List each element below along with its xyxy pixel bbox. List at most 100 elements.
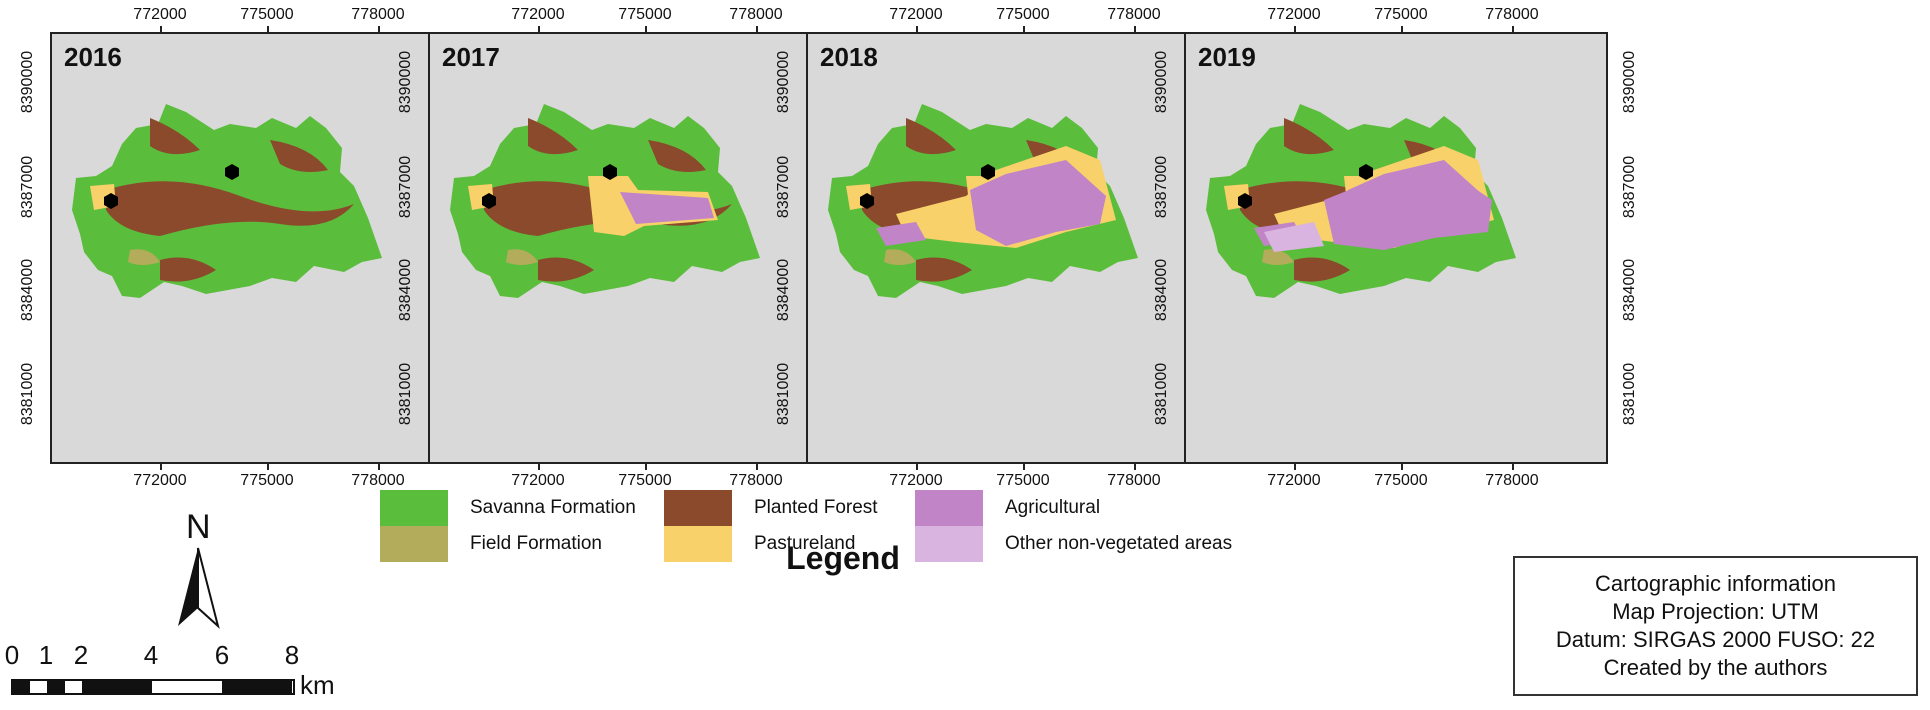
north-label: N xyxy=(186,508,211,546)
x-tick-mark xyxy=(1294,464,1296,470)
y-tick-label-right: 8384000 xyxy=(1621,258,1638,322)
x-tick-mark xyxy=(267,26,269,32)
scale-label-1: 1 xyxy=(38,640,54,670)
carto-line-title: Cartographic information xyxy=(1595,571,1836,596)
field-formation-area xyxy=(506,249,538,265)
x-tick-label-top: 775000 xyxy=(240,6,294,23)
location-marker-icon xyxy=(603,164,617,180)
y-tick-label-left: 8381000 xyxy=(19,362,36,426)
scale-label-4: 4 xyxy=(143,640,159,670)
year-label: 2016 xyxy=(64,42,122,72)
y-tick-label-left: 8390000 xyxy=(397,50,414,114)
x-tick-label-bottom: 778000 xyxy=(729,472,783,489)
map-panel-2018: 2018 772000 772000 775000 775000 778000 778000… xyxy=(766,0,1236,500)
x-tick-label-bottom: 772000 xyxy=(133,472,187,489)
x-tick-label-bottom: 775000 xyxy=(1374,472,1428,489)
north-arrow: N xyxy=(168,508,228,640)
x-tick-mark xyxy=(160,26,162,32)
map-panel-2016: 2016 772000 772000 775000 775000 778000 778000… xyxy=(10,0,480,500)
field-formation-area xyxy=(1262,249,1294,265)
location-marker-icon xyxy=(104,193,118,209)
legend-swatch xyxy=(915,490,983,526)
y-tick-label-left: 8384000 xyxy=(1153,258,1170,322)
location-marker-icon xyxy=(981,164,995,180)
y-tick-label-left: 8387000 xyxy=(775,155,792,219)
agricultural-area xyxy=(620,192,714,224)
x-tick-mark xyxy=(916,464,918,470)
scale-unit: km xyxy=(300,670,335,700)
y-tick-label-left: 8387000 xyxy=(1153,155,1170,219)
x-tick-label-top: 772000 xyxy=(1267,6,1321,23)
y-tick-label-left: 8390000 xyxy=(19,50,36,114)
year-label: 2018 xyxy=(820,42,878,72)
year-label: 2019 xyxy=(1198,42,1256,72)
legend-label: Agricultural xyxy=(1005,497,1101,518)
x-tick-label-bottom: 775000 xyxy=(240,472,294,489)
x-tick-label-top: 778000 xyxy=(351,6,405,23)
y-tick-label-left: 8390000 xyxy=(1153,50,1170,114)
scale-bar-graphic xyxy=(11,679,295,695)
land-use-map xyxy=(72,104,382,298)
legend-label: Other non-vegetated areas xyxy=(1005,533,1233,554)
x-tick-label-top: 775000 xyxy=(996,6,1050,23)
x-tick-mark xyxy=(756,464,758,470)
x-tick-mark xyxy=(160,464,162,470)
x-tick-label-bottom: 772000 xyxy=(1267,472,1321,489)
x-tick-label-top: 772000 xyxy=(889,6,943,23)
y-tick-label-left: 8387000 xyxy=(397,155,414,219)
location-marker-icon xyxy=(860,193,874,209)
x-tick-mark xyxy=(1134,464,1136,470)
carto-line-projection: Map Projection: UTM xyxy=(1612,599,1819,624)
scale-label-8: 8 xyxy=(284,640,300,670)
x-tick-mark xyxy=(1512,464,1514,470)
x-tick-mark xyxy=(1512,26,1514,32)
map-panel-2017: 2017 772000 772000 775000 775000 778000 778000… xyxy=(388,0,858,500)
scale-label-2: 2 xyxy=(73,640,89,670)
scale-label-0: 0 xyxy=(4,640,20,670)
x-tick-label-bottom: 778000 xyxy=(351,472,405,489)
y-tick-label-left: 8381000 xyxy=(397,362,414,426)
x-tick-mark xyxy=(538,26,540,32)
x-tick-label-top: 778000 xyxy=(1485,6,1539,23)
y-tick-label-right: 8390000 xyxy=(1621,50,1638,114)
x-tick-mark xyxy=(1023,464,1025,470)
y-tick-label-right: 8387000 xyxy=(1621,155,1638,219)
x-tick-label-bottom: 778000 xyxy=(1107,472,1161,489)
legend-item-planted-forest: Planted Forest xyxy=(664,490,878,526)
legend-label: Planted Forest xyxy=(754,497,878,518)
x-tick-mark xyxy=(267,464,269,470)
carto-line-credit: Created by the authors xyxy=(1603,655,1828,680)
y-tick-label-left: 8381000 xyxy=(1153,362,1170,426)
x-tick-label-top: 772000 xyxy=(133,6,187,23)
x-tick-mark xyxy=(378,26,380,32)
legend-swatch xyxy=(664,490,732,526)
x-tick-label-bottom: 778000 xyxy=(1485,472,1539,489)
x-tick-label-top: 772000 xyxy=(511,6,565,23)
legend-item-savanna-formation: Savanna Formation xyxy=(380,490,636,526)
other-non-vegetated-area xyxy=(1264,222,1324,252)
carto-line-datum: Datum: SIRGAS 2000 FUSO: 22 xyxy=(1555,627,1876,652)
legend-swatch xyxy=(915,526,983,562)
x-tick-label-bottom: 775000 xyxy=(618,472,672,489)
x-tick-mark xyxy=(1401,26,1403,32)
x-tick-label-top: 778000 xyxy=(1107,6,1161,23)
planted-forest-area xyxy=(106,181,354,236)
legend-label: Field Formation xyxy=(470,533,602,554)
x-tick-label-top: 775000 xyxy=(1374,6,1428,23)
x-tick-mark xyxy=(645,26,647,32)
x-tick-label-bottom: 772000 xyxy=(511,472,565,489)
x-tick-mark xyxy=(916,26,918,32)
x-tick-mark xyxy=(1401,464,1403,470)
x-tick-mark xyxy=(1134,26,1136,32)
y-tick-label-left: 8387000 xyxy=(19,155,36,219)
land-use-map xyxy=(1206,104,1516,298)
legend-item-other-non-vegetated: Other non-vegetated areas xyxy=(915,526,1232,562)
x-tick-label-bottom: 775000 xyxy=(996,472,1050,489)
field-formation-area xyxy=(884,249,916,265)
x-tick-mark xyxy=(756,26,758,32)
legend-item-pastureland: Pastureland xyxy=(664,526,855,562)
y-tick-label-left: 8384000 xyxy=(19,258,36,322)
y-tick-label-left: 8384000 xyxy=(397,258,414,322)
land-use-map xyxy=(450,104,760,298)
legend-label: Savanna Formation xyxy=(470,497,636,518)
